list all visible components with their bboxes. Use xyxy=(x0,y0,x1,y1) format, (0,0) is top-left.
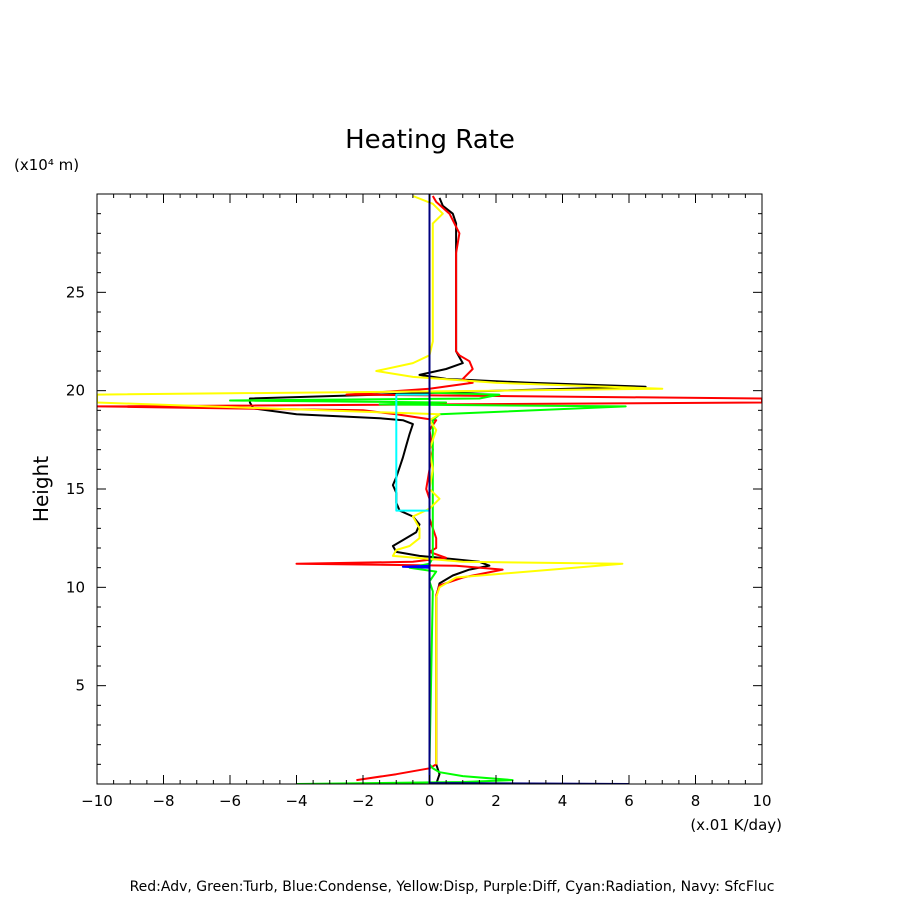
series-layer xyxy=(97,194,762,784)
y-tick-label: 10 xyxy=(66,578,85,596)
chart-title: Heating Rate xyxy=(345,125,515,155)
x-tick-label: −8 xyxy=(152,792,174,810)
x-tick-label: −6 xyxy=(219,792,241,810)
series-line-2 xyxy=(229,391,627,784)
x-tick-label: 10 xyxy=(752,792,771,810)
y-tick-label: 25 xyxy=(66,283,85,301)
x-tick-label: −2 xyxy=(352,792,374,810)
y-axis-label: Height xyxy=(29,456,53,522)
x-tick-label: 2 xyxy=(491,792,501,810)
x-tick-label: 6 xyxy=(624,792,634,810)
y-tick-label: 20 xyxy=(66,382,85,400)
y-unit-label: (x10⁴ m) xyxy=(14,156,79,174)
x-tick-label: 0 xyxy=(425,792,435,810)
x-tick-label: 4 xyxy=(558,792,568,810)
series-line-4 xyxy=(97,195,664,765)
x-tick-label: −10 xyxy=(81,792,113,810)
x-tick-label: −4 xyxy=(285,792,307,810)
series-line-6 xyxy=(395,393,430,512)
y-tick-label: 5 xyxy=(75,677,85,695)
series-line-7 xyxy=(428,194,630,784)
series-line-0 xyxy=(248,197,647,784)
axes: −10 −8 −6 −4 −2 0 2 4 6 8 10 5 10 15 20 25 xyxy=(66,193,772,810)
x-tick-label: 8 xyxy=(691,792,701,810)
legend-text: Red:Adv, Green:Turb, Blue:Condense, Yell… xyxy=(130,879,775,895)
y-tick-label: 15 xyxy=(66,480,85,498)
x-unit-label: (x.01 K/day) xyxy=(690,816,782,834)
